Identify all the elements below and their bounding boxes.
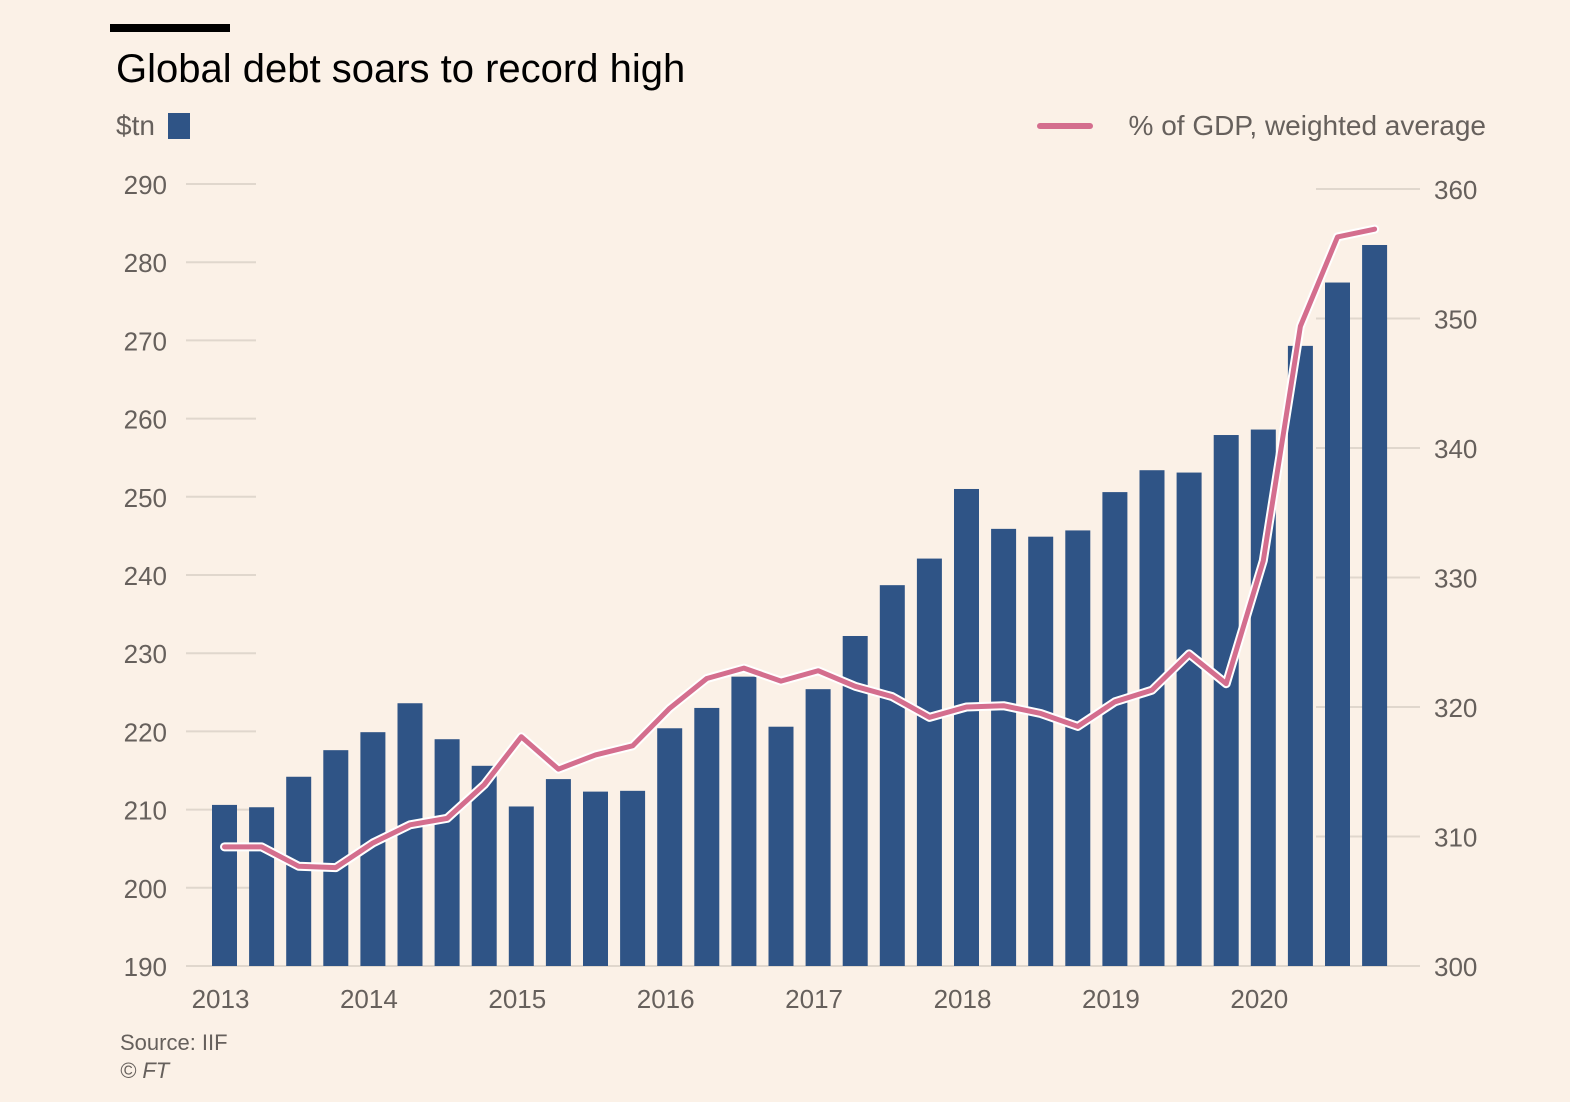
x-axis-tick-label: 2015 [488,984,546,1014]
left-axis-tick-label: 210 [124,796,167,826]
bar [1102,492,1128,966]
left-axis-tick-label: 240 [124,561,167,591]
x-axis-tick-label: 2014 [340,984,398,1014]
left-axis-tick-label: 280 [124,248,167,278]
left-axis-tick-label: 230 [124,639,167,669]
bar [805,689,831,966]
bar [991,528,1017,966]
bar [508,806,534,966]
bar [694,707,720,966]
right-axis-tick-label: 330 [1434,564,1477,594]
left-axis-tick-label: 250 [124,483,167,513]
left-axis-tick-label: 290 [124,170,167,200]
left-axis-tick-label: 220 [124,717,167,747]
bar [1176,472,1202,966]
x-axis-tick-label: 2017 [785,984,843,1014]
left-axis-tick-label: 260 [124,405,167,435]
right-axis-tick-label: 310 [1434,823,1477,853]
right-axis-tick-labels: 360 350 340 330 320 310 300 [1434,175,1477,982]
bar [731,676,757,966]
bar [471,765,497,966]
bar [1065,530,1091,966]
right-axis-tick-label: 360 [1434,175,1477,205]
x-axis-tick-label: 2016 [637,984,695,1014]
bar [212,804,237,966]
left-axis-tick-label: 200 [124,874,167,904]
bar [286,776,312,966]
bar-legend-swatch [168,113,190,139]
bar [397,703,423,966]
left-axis-unit-label: $tn [116,110,155,141]
bar [1213,435,1239,967]
bar [249,807,275,966]
line-legend-label: % of GDP, weighted average [1129,110,1486,141]
left-axis-tick-labels: 290 280 270 260 250 240 230 220 210 200 190 [124,170,167,982]
line-halo [220,224,1380,873]
line-series [220,224,1380,873]
bar [1139,470,1165,966]
bar [583,791,608,966]
bar [1325,282,1350,967]
bar [1028,536,1054,966]
bar [657,728,683,966]
x-axis-tick-label: 2019 [1082,984,1140,1014]
bar [434,739,460,966]
x-axis-tick-labels: 2013 2014 2015 2016 2017 2018 2019 2020 [192,984,1289,1014]
bar [768,726,794,966]
bar [879,585,905,966]
bar [545,779,571,966]
bar [1287,345,1313,966]
right-axis-tick-label: 340 [1434,434,1477,464]
bar [1362,244,1388,967]
copyright-note: © FT [120,1058,171,1083]
bar [916,558,942,966]
x-axis-tick-label: 2013 [192,984,250,1014]
chart-title: Global debt soars to record high [116,47,685,91]
x-axis-tick-label: 2018 [934,984,992,1014]
x-axis-tick-label: 2020 [1230,984,1288,1014]
bar [954,488,979,966]
bar [620,790,646,966]
right-axis-tick-label: 320 [1434,693,1477,723]
right-axis-tick-label: 350 [1434,305,1477,335]
left-axis-tick-label: 190 [124,952,167,982]
top-accent-bar [110,24,230,32]
left-axis-tick-label: 270 [124,326,167,356]
gdp-percent-line [222,226,1378,871]
right-axis-tick-label: 300 [1434,952,1477,982]
bar-series [212,244,1388,967]
source-note: Source: IIF [120,1030,228,1055]
